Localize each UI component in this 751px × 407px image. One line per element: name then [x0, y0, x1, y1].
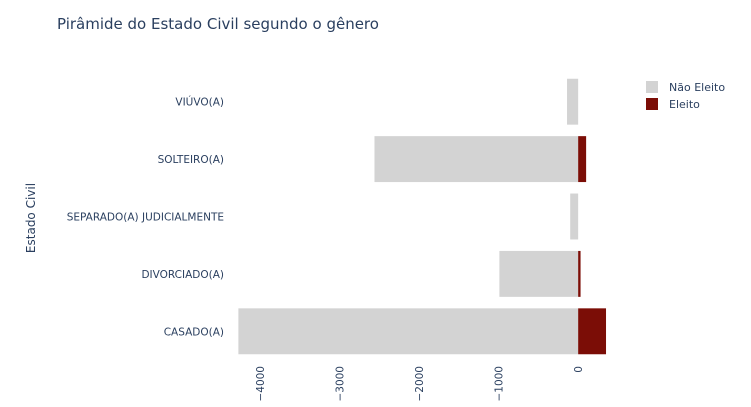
y-tick-labels: VIÚVO(A) SOLTEIRO(A) SEPARADO(A) JUDICIALM… [67, 96, 224, 339]
x-tick-labels: −4000 −3000 −2000 −1000 0 [255, 366, 585, 402]
x-tick-label: 0 [573, 366, 585, 373]
y-tick-label: CASADO(A) [164, 326, 224, 338]
legend-swatch [646, 98, 658, 110]
y-axis-title: Estado Civil [24, 183, 38, 253]
legend-item-label[interactable]: Eleito [669, 98, 700, 111]
bar-nao-eleito [499, 250, 579, 297]
bar-nao-eleito [238, 308, 579, 355]
y-tick-label: DIVORCIADO(A) [141, 269, 224, 281]
bar-eleito [578, 308, 607, 355]
bar-nao-eleito [374, 136, 579, 183]
bar-nao-eleito [567, 78, 579, 125]
bar-nao-eleito [570, 193, 579, 240]
y-tick-label: SOLTEIRO(A) [158, 154, 224, 166]
x-tick-label: −4000 [255, 366, 267, 402]
x-tick-label: −2000 [414, 366, 426, 402]
chart-title: Pirâmide do Estado Civil segundo o gêner… [57, 15, 379, 33]
y-tick-label: VIÚVO(A) [175, 96, 224, 109]
bar-eleito [578, 250, 581, 297]
x-tick-label: −1000 [494, 366, 506, 402]
legend-swatch [646, 81, 658, 93]
legend-item-label[interactable]: Não Eleito [669, 81, 725, 94]
legend[interactable]: Não Eleito Eleito [646, 81, 725, 111]
bar-layer [238, 78, 607, 355]
bar-eleito [578, 136, 587, 183]
x-tick-label: −3000 [334, 366, 346, 402]
y-tick-label: SEPARADO(A) JUDICIALMENTE [67, 212, 224, 224]
